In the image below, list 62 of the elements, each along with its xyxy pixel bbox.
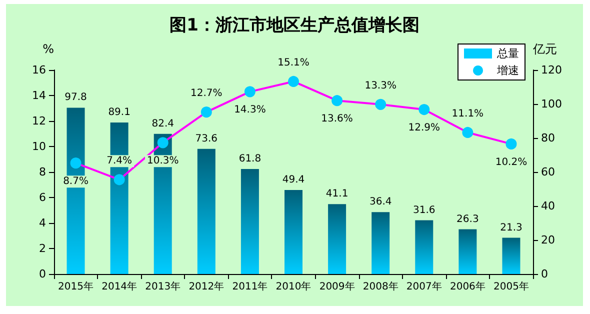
- data-label: 12.7%: [190, 88, 222, 100]
- data-label: 97.8: [64, 92, 87, 104]
- y-tick-label: 16: [32, 64, 46, 76]
- data-label: 7.4%: [106, 156, 132, 167]
- bar: [502, 238, 520, 274]
- x-tick-label: 2008年: [362, 280, 398, 292]
- x-tick-label: 2010年: [276, 280, 312, 292]
- data-label: 26.3: [456, 214, 479, 225]
- data-label: 36.4: [369, 196, 392, 208]
- y2-axis-title: 亿元: [532, 42, 557, 56]
- bar: [284, 190, 302, 274]
- data-label: 13.6%: [321, 114, 353, 125]
- bar: [328, 204, 346, 274]
- y2-tick-label: 40: [541, 200, 555, 212]
- y-axis-title: %: [42, 42, 54, 56]
- y-tick-label: 2: [39, 242, 46, 255]
- y2-tick-label: 20: [541, 234, 555, 246]
- x-tick-label: 2012年: [188, 280, 224, 292]
- data-label: 82.4: [152, 118, 174, 130]
- bar: [197, 148, 216, 274]
- y-tick-label: 6: [39, 191, 46, 204]
- data-label: 49.4: [282, 174, 305, 186]
- data-label: 31.6: [413, 204, 436, 216]
- x-tick-label: 2007年: [406, 280, 442, 292]
- data-label: 14.3%: [234, 104, 266, 116]
- bar: [240, 168, 259, 274]
- y-tick-label: 0: [39, 268, 46, 280]
- chart-title: 图1：浙江市地区生产总值增长图: [170, 16, 420, 36]
- data-label: 11.1%: [452, 108, 484, 120]
- bar: [372, 212, 390, 274]
- legend-label: 总量: [496, 47, 519, 60]
- data-label: 15.1%: [278, 57, 310, 68]
- y-tick-label: 4: [39, 216, 46, 230]
- data-label: 61.8: [238, 153, 262, 164]
- data-label: 10.3%: [146, 156, 179, 167]
- x-tick-label: 2006年: [450, 280, 486, 292]
- bar: [415, 220, 434, 274]
- y2-tick-label: 0: [541, 268, 548, 280]
- data-label: 89.1: [108, 107, 130, 118]
- y-tick-label: 8: [39, 166, 46, 178]
- x-tick-label: 2005年: [494, 280, 529, 292]
- data-label: 21.3: [500, 222, 522, 234]
- x-tick-label: 2013年: [145, 280, 181, 292]
- y-tick-label: 14: [32, 89, 46, 102]
- y2-tick-label: 80: [541, 132, 555, 144]
- x-tick-label: 2009年: [319, 280, 355, 292]
- x-tick-label: 2011年: [232, 280, 268, 292]
- y2-tick-label: 100: [541, 98, 562, 110]
- bar: [458, 229, 477, 274]
- data-label: 12.9%: [408, 122, 440, 134]
- x-tick-label: 2015年: [58, 280, 94, 292]
- data-label: 8.7%: [63, 176, 88, 188]
- x-tick-label: 2014年: [102, 280, 138, 292]
- y-tick-label: 12: [32, 114, 46, 128]
- y-tick-label: 10: [32, 140, 46, 153]
- data-label: 10.2%: [495, 156, 528, 168]
- data-label: 73.6: [195, 133, 218, 144]
- legend-label: 增速: [496, 64, 519, 77]
- y2-tick-label: 60: [541, 166, 555, 178]
- data-label: 41.1: [326, 188, 348, 200]
- data-label: 13.3%: [364, 80, 396, 92]
- y2-tick-label: 120: [541, 64, 562, 76]
